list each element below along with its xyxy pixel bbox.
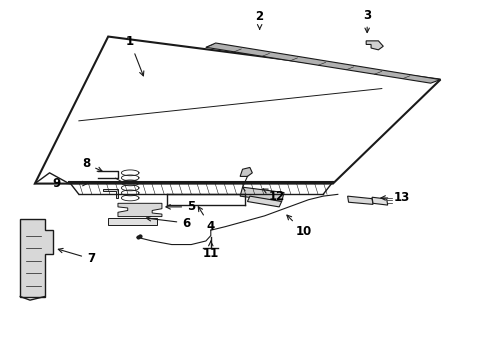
Text: 8: 8 [82, 157, 102, 171]
Polygon shape [240, 167, 252, 176]
Polygon shape [20, 220, 53, 297]
Text: 12: 12 [263, 189, 285, 203]
Text: 1: 1 [126, 35, 144, 76]
Text: 10: 10 [287, 215, 312, 238]
Text: 4: 4 [198, 207, 215, 233]
Polygon shape [103, 189, 118, 198]
Text: 3: 3 [363, 9, 371, 32]
Polygon shape [347, 196, 373, 204]
Polygon shape [247, 196, 282, 207]
Text: 11: 11 [203, 241, 219, 260]
Text: 5: 5 [166, 201, 196, 213]
Polygon shape [108, 218, 157, 225]
Polygon shape [240, 187, 284, 202]
Polygon shape [366, 41, 383, 50]
Polygon shape [118, 203, 162, 217]
Text: 7: 7 [58, 248, 95, 265]
Text: 6: 6 [147, 216, 191, 230]
Text: 2: 2 [256, 10, 264, 29]
Polygon shape [372, 197, 388, 205]
Text: 13: 13 [381, 192, 410, 204]
Text: 9: 9 [53, 177, 87, 190]
Polygon shape [206, 43, 441, 83]
